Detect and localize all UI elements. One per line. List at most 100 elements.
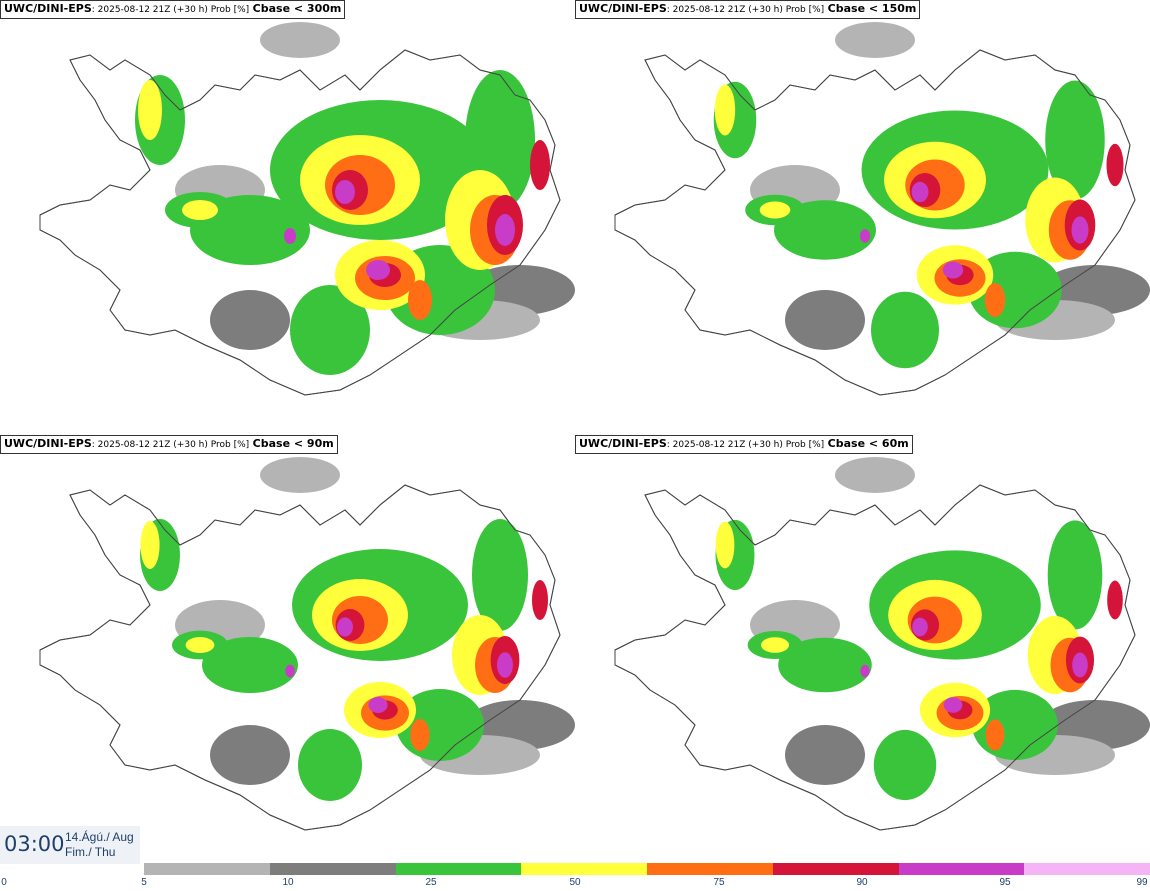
coastline-outline: [39, 49, 561, 396]
prob-area-magenta: [495, 214, 515, 246]
run-info: : 2025-08-12 21Z (+30 h) Prob [%]: [91, 5, 250, 15]
coastline-outline: [39, 484, 561, 831]
prob-area-magenta: [366, 260, 390, 280]
prob-area-green: [873, 729, 937, 801]
prob-area-magenta: [1072, 652, 1088, 678]
probability-field: [715, 457, 1150, 801]
colorbar-segment: [395, 863, 522, 875]
run-info: : 2025-08-12 21Z (+30 h) Prob [%]: [666, 5, 825, 15]
colorbar-tick: 95: [999, 877, 1011, 888]
prob-area-dark-gray: [210, 725, 290, 785]
prob-area-light-gray: [260, 22, 340, 58]
colorbar-segment: [1024, 863, 1150, 875]
prob-area-green: [778, 637, 872, 693]
run-info: : 2025-08-12 21Z (+30 h) Prob [%]: [666, 440, 825, 450]
panel-title: UWC/DINI-EPS: 2025-08-12 21Z (+30 h) Pro…: [0, 0, 346, 19]
prob-area-light-gray: [835, 457, 915, 493]
map-canvas: [575, 0, 1150, 432]
model-name: UWC/DINI-EPS: [4, 437, 92, 450]
prob-area-yellow: [138, 80, 162, 140]
panel-title: UWC/DINI-EPS: 2025-08-12 21Z (+30 h) Pro…: [0, 435, 338, 454]
map-canvas: [0, 0, 575, 432]
threshold-label: Cbase < 60m: [827, 437, 909, 450]
colorbar-tick: 50: [569, 877, 581, 888]
coastline-outline: [614, 49, 1136, 396]
panel-title: UWC/DINI-EPS: 2025-08-12 21Z (+30 h) Pro…: [575, 0, 921, 19]
map-panel-300m: UWC/DINI-EPS: 2025-08-12 21Z (+30 h) Pro…: [0, 0, 575, 432]
colorbar-segment: [144, 863, 270, 875]
prob-area-orange: [408, 280, 432, 320]
colorbar-tick: 10: [282, 877, 294, 888]
prob-area-magenta: [912, 617, 928, 637]
prob-area-magenta: [943, 697, 963, 713]
prob-area-orange: [984, 283, 1006, 317]
valid-date-line2: Fim./ Thu: [65, 845, 116, 859]
prob-area-red: [1107, 580, 1123, 620]
map-panel-150m: UWC/DINI-EPS: 2025-08-12 21Z (+30 h) Pro…: [575, 0, 1150, 432]
prob-area-green: [1047, 520, 1103, 630]
probability-colorbar: [144, 863, 1150, 875]
prob-area-magenta: [285, 664, 295, 678]
prob-area-yellow: [140, 521, 160, 569]
prob-area-dark-gray: [785, 290, 865, 350]
prob-area-orange: [410, 719, 430, 751]
prob-area-magenta: [942, 261, 964, 279]
prob-area-dark-gray: [210, 290, 290, 350]
colorbar-segment: [269, 863, 396, 875]
probability-field: [713, 22, 1150, 369]
colorbar-segment: [647, 863, 773, 875]
prob-area-light-gray: [835, 22, 915, 58]
prob-area-green: [298, 729, 362, 801]
threshold-label: Cbase < 150m: [827, 2, 917, 15]
map-panel-90m: UWC/DINI-EPS: 2025-08-12 21Z (+30 h) Pro…: [0, 435, 575, 867]
prob-area-green: [202, 637, 298, 693]
panel-title: UWC/DINI-EPS: 2025-08-12 21Z (+30 h) Pro…: [575, 435, 913, 454]
valid-time-box: 03:00 14.Ágú./ Aug Fim./ Thu: [0, 826, 140, 864]
prob-area-magenta: [1071, 216, 1089, 244]
prob-area-magenta: [284, 228, 296, 244]
prob-area-magenta: [859, 229, 871, 243]
map-canvas: [0, 435, 575, 867]
colorbar-tick: 90: [856, 877, 868, 888]
map-canvas: [575, 435, 1150, 867]
valid-date: 14.Ágú./ Aug Fim./ Thu: [65, 830, 134, 860]
probability-field: [135, 22, 575, 375]
prob-area-yellow: [760, 637, 790, 653]
prob-area-yellow: [759, 201, 791, 219]
threshold-label: Cbase < 300m: [252, 2, 342, 15]
colorbar-segment: [898, 863, 1025, 875]
prob-area-yellow: [714, 84, 736, 136]
colorbar-tick: 5: [141, 877, 147, 888]
colorbar-segment: [521, 863, 647, 875]
valid-date-line1: 14.Ágú./ Aug: [65, 830, 134, 844]
prob-area-magenta: [911, 181, 929, 203]
probability-field: [140, 457, 575, 801]
colorbar-tick: 75: [713, 877, 725, 888]
prob-area-magenta: [335, 180, 355, 204]
coastline-outline: [614, 484, 1136, 831]
prob-area-magenta: [860, 664, 870, 678]
prob-area-green: [871, 291, 939, 369]
colorbar-tick: 25: [425, 877, 437, 888]
colorbar-tick: 99: [1136, 877, 1148, 888]
prob-area-magenta: [337, 617, 353, 637]
colorbar-segment: [772, 863, 899, 875]
run-info: : 2025-08-12 21Z (+30 h) Prob [%]: [91, 440, 250, 450]
prob-area-magenta: [497, 652, 513, 678]
model-name: UWC/DINI-EPS: [4, 2, 92, 15]
prob-area-yellow: [185, 637, 215, 653]
prob-area-light-gray: [260, 457, 340, 493]
prob-area-yellow: [715, 521, 735, 569]
prob-area-red: [1106, 143, 1124, 187]
model-name: UWC/DINI-EPS: [579, 437, 667, 450]
prob-area-red: [530, 140, 550, 190]
model-name: UWC/DINI-EPS: [579, 2, 667, 15]
prob-area-yellow: [182, 200, 218, 220]
prob-area-dark-gray: [785, 725, 865, 785]
prob-area-green: [1045, 80, 1105, 200]
valid-time: 03:00: [4, 832, 65, 856]
map-panel-60m: UWC/DINI-EPS: 2025-08-12 21Z (+30 h) Pro…: [575, 435, 1150, 867]
threshold-label: Cbase < 90m: [252, 437, 334, 450]
colorbar-tick: 0: [1, 877, 7, 888]
prob-area-orange: [985, 719, 1005, 751]
